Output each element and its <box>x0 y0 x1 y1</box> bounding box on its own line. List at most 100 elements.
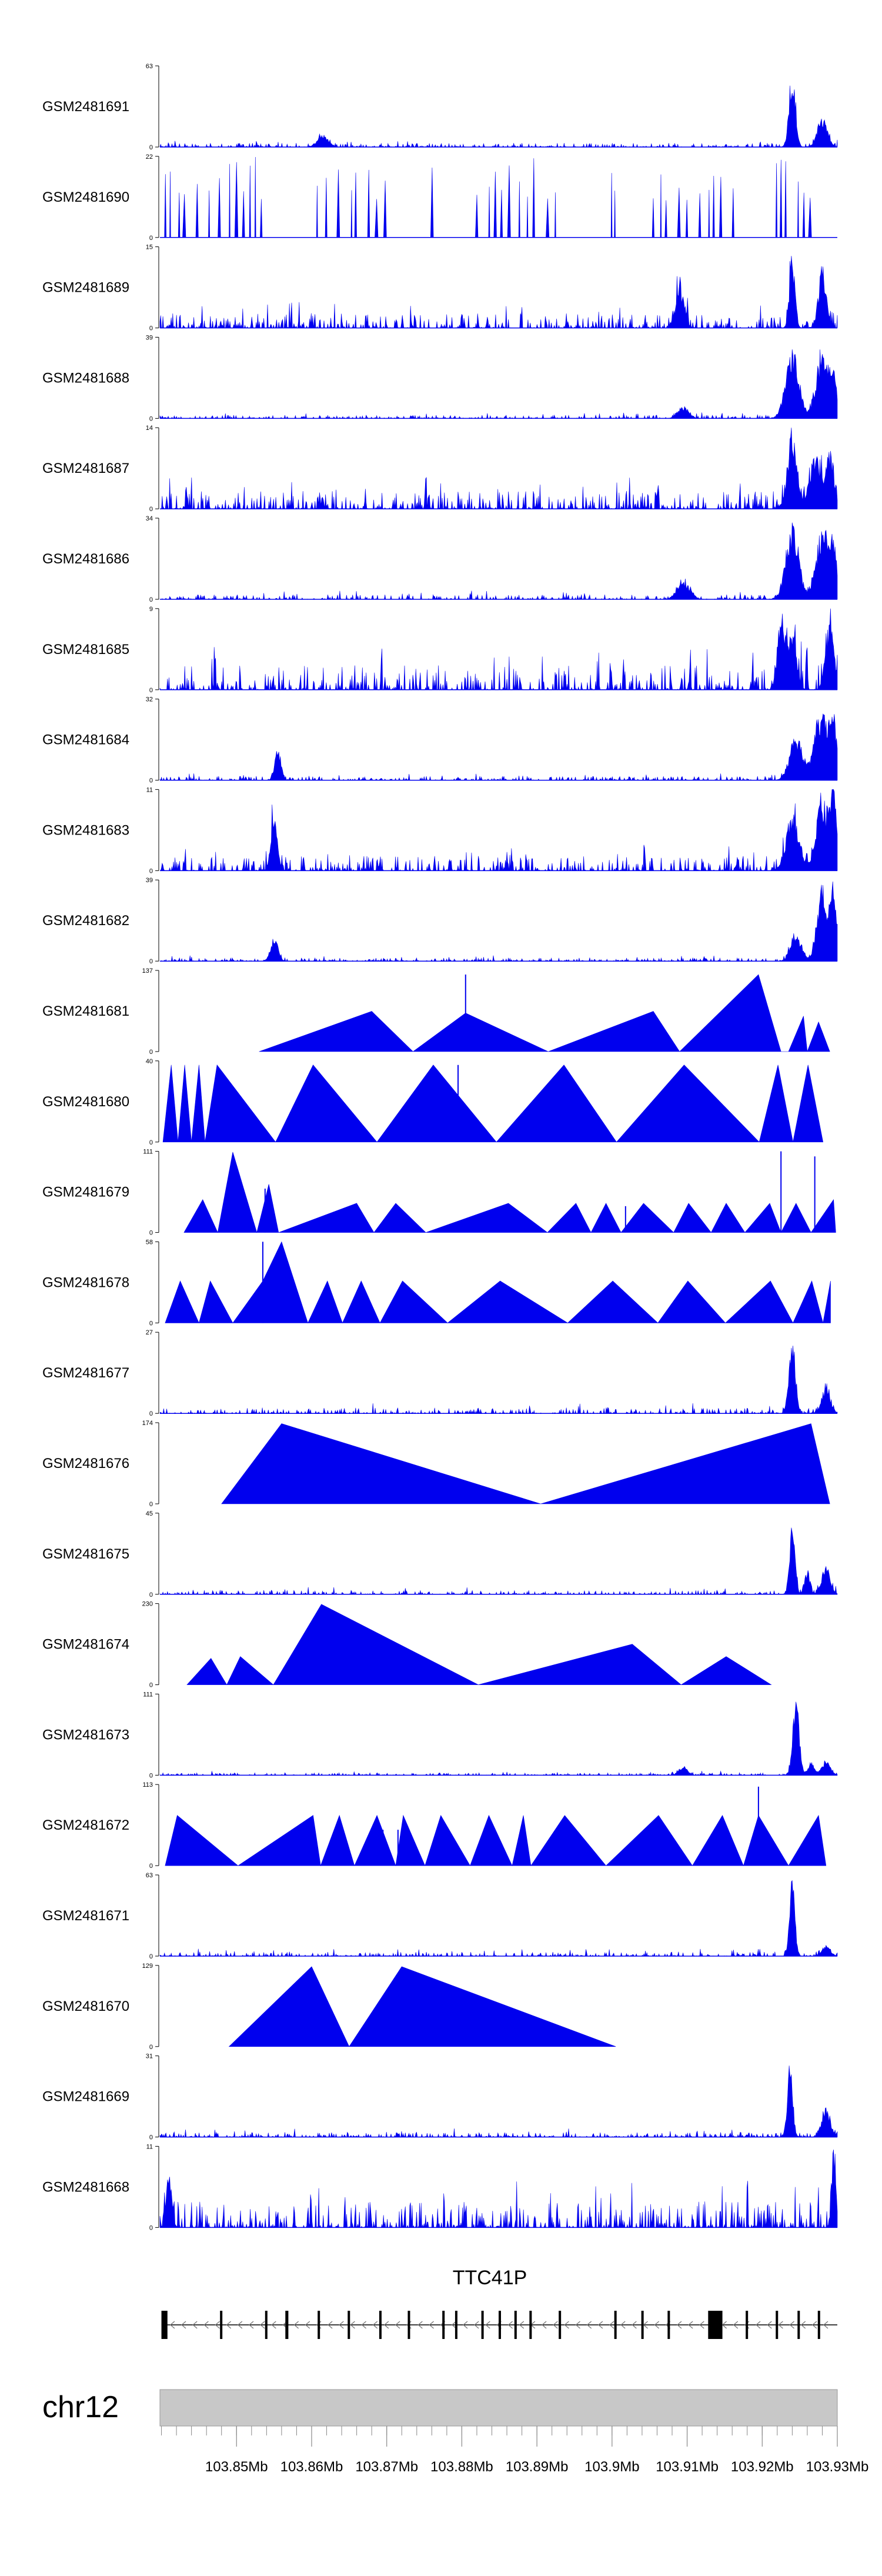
strand-arrow-icon <box>586 2321 592 2329</box>
signal-area <box>160 156 837 238</box>
y-tick-label-min: 0 <box>149 1772 153 1779</box>
y-tick-label-max: 32 <box>146 696 153 703</box>
gene-track: TTC41P <box>161 2267 837 2339</box>
axis-tick-label: 103.87Mb <box>355 2459 418 2475</box>
strand-arrow-icon <box>778 2321 783 2329</box>
y-tick-label-min: 0 <box>149 778 153 785</box>
track-label: GSM2481675 <box>42 1546 129 1562</box>
strand-arrow-icon <box>203 2321 209 2329</box>
signal-area <box>159 1527 838 1595</box>
gene-exon <box>220 2311 223 2339</box>
strand-arrow-icon <box>485 2321 490 2329</box>
gene-exon <box>529 2311 532 2339</box>
strand-arrow-icon <box>339 2321 344 2329</box>
signal-area <box>228 1966 616 2047</box>
axis-tick-label: 103.88Mb <box>430 2459 493 2475</box>
gene-exon <box>746 2311 749 2339</box>
y-tick-label-max: 58 <box>146 1239 153 1246</box>
signal-area <box>159 713 838 781</box>
track-label: GSM2481689 <box>42 280 129 296</box>
gene-exon <box>776 2311 779 2339</box>
strand-arrow-icon <box>756 2321 761 2329</box>
signal-area <box>259 974 830 1052</box>
signal-tracks: GSM2481691630GSM2481690220GSM2481689150G… <box>42 63 838 2231</box>
y-tick-label-min: 0 <box>149 415 153 422</box>
strand-arrow-icon <box>620 2321 626 2329</box>
track-GSM2481683: GSM2481683 11 0 <box>42 786 838 875</box>
strand-arrow-icon <box>429 2321 434 2329</box>
signal-area <box>159 522 838 600</box>
gene-exon <box>455 2311 457 2339</box>
track-GSM2481685: GSM2481685 9 0 <box>42 606 838 694</box>
strand-arrow-icon <box>654 2321 660 2329</box>
strand-arrow-icon <box>462 2321 468 2329</box>
track-label: GSM2481668 <box>42 2179 129 2195</box>
signal-area <box>159 881 838 962</box>
y-tick-label-max: 11 <box>146 786 153 793</box>
y-tick-label-max: 230 <box>142 1601 153 1608</box>
strand-arrow-icon <box>609 2321 614 2329</box>
signal-area <box>186 1604 772 1686</box>
track-GSM2481686: GSM2481686 34 0 <box>42 515 838 603</box>
y-tick-label-max: 9 <box>149 606 153 613</box>
y-tick-label-max: 11 <box>146 2143 153 2150</box>
axis-tick-label: 103.93Mb <box>806 2459 869 2475</box>
strand-arrow-icon <box>474 2321 479 2329</box>
track-GSM2481676: GSM2481676 174 0 <box>42 1420 830 1508</box>
strand-arrow-icon <box>632 2321 637 2329</box>
gene-exon <box>708 2311 723 2339</box>
strand-arrow-icon <box>507 2321 513 2329</box>
track-GSM2481691: GSM2481691 63 0 <box>42 63 838 151</box>
signal-area <box>159 349 838 419</box>
y-tick-label-min: 0 <box>149 867 153 875</box>
signal-area <box>159 2150 838 2228</box>
strand-arrow-icon <box>811 2321 817 2329</box>
signal-area <box>160 428 838 510</box>
track-GSM2481672: GSM2481672 113 0 <box>42 1781 827 1870</box>
y-tick-label-max: 34 <box>146 515 153 522</box>
y-tick-label-min: 0 <box>149 144 153 151</box>
track-label: GSM2481679 <box>42 1184 129 1200</box>
strand-arrow-icon <box>293 2321 299 2329</box>
strand-arrow-icon <box>169 2321 175 2329</box>
strand-arrow-icon <box>733 2321 739 2329</box>
chromosome-ideogram: chr12 <box>42 2389 838 2427</box>
strand-arrow-icon <box>597 2321 603 2329</box>
gene-exon <box>559 2311 562 2339</box>
strand-arrow-icon <box>271 2321 276 2329</box>
gene-exon <box>514 2311 517 2339</box>
signal-area <box>162 1064 824 1143</box>
strand-arrow-icon <box>192 2321 198 2329</box>
strand-arrow-icon <box>372 2321 378 2329</box>
strand-arrow-icon <box>260 2321 265 2329</box>
track-GSM2481671: GSM2481671 63 0 <box>42 1872 838 1960</box>
gene-exon <box>667 2311 670 2339</box>
axis-tick-label: 103.92Mb <box>731 2459 794 2475</box>
track-GSM2481682: GSM2481682 39 0 <box>42 877 838 965</box>
track-label: GSM2481690 <box>42 189 129 205</box>
y-tick-label-min: 0 <box>149 958 153 965</box>
track-label: GSM2481684 <box>42 732 129 748</box>
gene-exon <box>641 2311 644 2339</box>
y-tick-label-min: 0 <box>149 1320 153 1327</box>
track-GSM2481680: GSM2481680 40 0 <box>42 1058 824 1146</box>
y-tick-label-min: 0 <box>149 1591 153 1599</box>
strand-arrow-icon <box>417 2321 423 2329</box>
y-tick-label-max: 111 <box>143 1149 153 1156</box>
signal-area <box>221 1423 830 1504</box>
track-GSM2481673: GSM2481673 111 0 <box>42 1691 838 1779</box>
signal-area <box>165 1814 827 1867</box>
track-label: GSM2481687 <box>42 461 129 476</box>
strand-arrow-icon <box>451 2321 457 2329</box>
strand-arrow-icon <box>328 2321 333 2329</box>
y-tick-label-max: 45 <box>146 1510 153 1517</box>
strand-arrow-icon <box>237 2321 243 2329</box>
y-tick-label-max: 63 <box>146 63 153 70</box>
signal-area <box>159 2066 838 2138</box>
track-GSM2481684: GSM2481684 32 0 <box>42 696 838 785</box>
axis-tick-label: 103.86Mb <box>280 2459 343 2475</box>
track-label: GSM2481678 <box>42 1274 129 1290</box>
axis-tick-label: 103.89Mb <box>506 2459 569 2475</box>
y-tick-label-min: 0 <box>149 1863 153 1870</box>
